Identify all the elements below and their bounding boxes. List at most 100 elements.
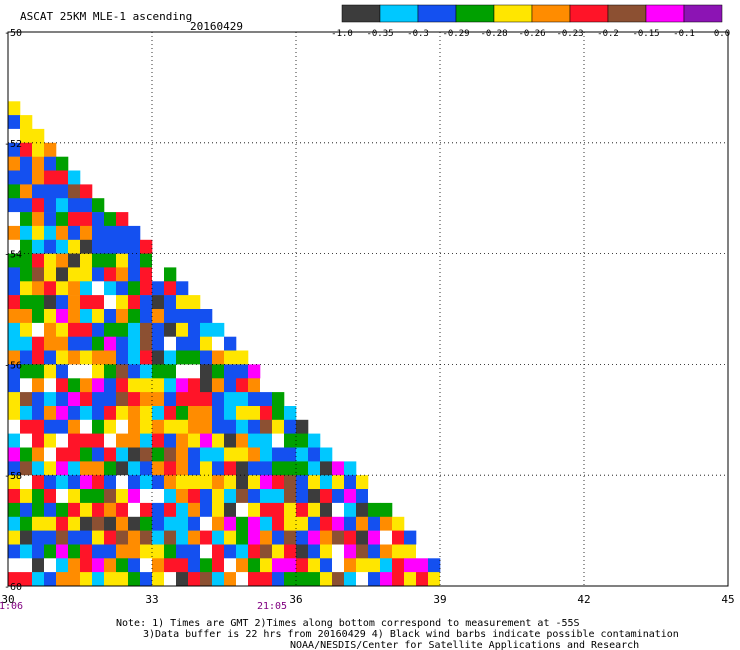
colorbar-label: -0.35 [366, 29, 393, 39]
heatmap-cell [56, 447, 69, 462]
heatmap-cell [8, 475, 21, 490]
heatmap-cell [164, 530, 177, 545]
heatmap-cell [164, 433, 177, 448]
heatmap-cell [80, 281, 93, 296]
heatmap-cell [284, 447, 297, 462]
heatmap-cell [140, 475, 153, 490]
heatmap-cell [200, 544, 213, 559]
heatmap-cell [188, 309, 201, 324]
heatmap-cell [284, 475, 297, 490]
heatmap-cell [20, 419, 33, 434]
colorbar-swatch [341, 4, 381, 23]
heatmap-cell [188, 392, 201, 407]
grid-lines [8, 32, 728, 586]
heatmap-cell [32, 225, 45, 241]
heatmap-cell [176, 433, 189, 448]
heatmap-cell [284, 419, 297, 434]
heatmap-cell [20, 198, 33, 213]
colorbar-label: -0.28 [480, 29, 507, 39]
heatmap-cell [128, 406, 141, 421]
heatmap-cell [272, 530, 285, 545]
heatmap-cell [152, 502, 165, 518]
heatmap-cell [200, 475, 213, 490]
heatmap-cell [188, 350, 201, 365]
heatmap-cell [164, 364, 177, 379]
x-tick-label: 39 [433, 593, 446, 606]
heatmap-cell [44, 461, 57, 476]
heatmap-cell [128, 364, 141, 379]
heatmap-cell [56, 295, 69, 310]
heatmap-cell [260, 502, 273, 518]
heatmap-cell [272, 572, 285, 587]
heatmap-cell [44, 267, 57, 282]
heatmap-cell [380, 558, 393, 573]
heatmap-cell [20, 115, 33, 130]
heatmap-cell [128, 378, 141, 393]
heatmap-cell [140, 433, 153, 448]
heatmap-cell [212, 419, 225, 434]
heatmap-cell [32, 530, 45, 545]
heatmap-cell [20, 406, 33, 421]
heatmap-cell [164, 406, 177, 421]
heatmap-cell [296, 475, 309, 490]
heatmap-cell [80, 406, 93, 421]
heatmap-cell [236, 350, 249, 365]
heatmap-cell [260, 572, 273, 587]
heatmap-cell [104, 322, 117, 338]
heatmap-cell [224, 475, 237, 490]
heatmap-cell [44, 419, 57, 434]
heatmap-cell [8, 239, 21, 254]
heatmap-cell [44, 239, 57, 254]
time-labels: 21:06 21:05 [0, 601, 287, 612]
heatmap-cell [68, 544, 81, 559]
heatmap-cell [224, 530, 237, 545]
heatmap-cell [152, 392, 165, 407]
heatmap-cell [392, 558, 405, 573]
heatmap-cell [116, 447, 129, 462]
colorbar-swatch [531, 4, 571, 23]
heatmap-cell [56, 475, 69, 490]
heatmap-cell [44, 281, 57, 296]
heatmap-cell [116, 461, 129, 476]
heatmap-cell [164, 267, 177, 282]
heatmap-cell [344, 461, 357, 476]
heatmap-cell [332, 558, 345, 573]
heatmap-cell [8, 461, 21, 476]
heatmap-cell [104, 281, 117, 296]
heatmap-cell [140, 239, 153, 254]
heatmap-cell [176, 295, 189, 310]
chart-title: ASCAT 25KM MLE-1 ascending [20, 10, 192, 23]
colorbar-swatch [493, 4, 533, 23]
heatmap-cell [260, 544, 273, 559]
heatmap-cell [152, 419, 165, 434]
heatmap-cell [248, 489, 261, 504]
heatmap-cell [284, 461, 297, 476]
heatmap-cell [356, 516, 369, 531]
heatmap-cell [128, 461, 141, 476]
heatmap-cell [284, 558, 297, 573]
heatmap-cell [152, 364, 165, 379]
heatmap-cell [128, 433, 141, 448]
heatmap-cell [80, 198, 93, 213]
heatmap-cell [164, 309, 177, 324]
heatmap-cell [8, 447, 21, 462]
heatmap-cell [416, 572, 429, 587]
heatmap-cell [104, 295, 117, 310]
heatmap-cell [92, 239, 105, 254]
heatmap-cell [20, 336, 33, 351]
heatmap-cell [32, 170, 45, 185]
heatmap-cell [200, 447, 213, 462]
heatmap-cell [416, 544, 429, 559]
x-tick-label: 30 [1, 593, 14, 606]
heatmap-cell [32, 142, 45, 157]
heatmap-cell [20, 447, 33, 462]
heatmap-cell [332, 475, 345, 490]
heatmap-cell [116, 281, 129, 296]
heatmap-cell [212, 350, 225, 365]
heatmap-cell [92, 378, 105, 393]
heatmap-cell [368, 516, 381, 531]
heatmap-cell [380, 572, 393, 587]
colorbar-swatch [645, 4, 685, 23]
heatmap-cell [8, 170, 21, 185]
